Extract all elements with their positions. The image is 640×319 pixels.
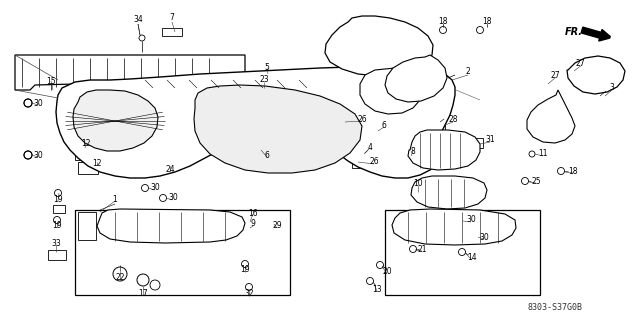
FancyArrow shape bbox=[581, 27, 610, 41]
Text: 19: 19 bbox=[53, 195, 63, 204]
Text: 26: 26 bbox=[369, 158, 379, 167]
Text: 1: 1 bbox=[113, 195, 117, 204]
Text: 9: 9 bbox=[251, 219, 255, 228]
Bar bbox=[385, 210, 540, 295]
Polygon shape bbox=[325, 16, 433, 76]
Polygon shape bbox=[411, 176, 487, 209]
Text: 17: 17 bbox=[138, 288, 148, 298]
Text: 30: 30 bbox=[479, 233, 489, 241]
Text: 30: 30 bbox=[33, 99, 43, 108]
Text: 19: 19 bbox=[52, 221, 62, 231]
Text: 12: 12 bbox=[92, 159, 102, 167]
Text: 5: 5 bbox=[264, 63, 269, 72]
Text: 14: 14 bbox=[467, 254, 477, 263]
Bar bbox=[53, 205, 65, 213]
Text: 2: 2 bbox=[466, 68, 470, 77]
Text: 4: 4 bbox=[367, 144, 372, 152]
Polygon shape bbox=[567, 56, 625, 94]
Polygon shape bbox=[385, 55, 447, 102]
Polygon shape bbox=[97, 209, 245, 243]
Text: 33: 33 bbox=[51, 239, 61, 248]
Bar bbox=[465, 138, 483, 148]
Bar bbox=[78, 212, 96, 240]
Text: 30: 30 bbox=[33, 151, 43, 160]
Polygon shape bbox=[392, 209, 516, 245]
Text: 23: 23 bbox=[259, 76, 269, 85]
Text: 32: 32 bbox=[244, 290, 254, 299]
Bar bbox=[258, 74, 276, 86]
Polygon shape bbox=[73, 90, 158, 151]
Text: 27: 27 bbox=[575, 58, 585, 68]
Text: 30: 30 bbox=[168, 194, 178, 203]
Bar bbox=[75, 210, 290, 295]
Text: 26: 26 bbox=[357, 115, 367, 123]
Text: 18: 18 bbox=[568, 167, 578, 175]
Text: 22: 22 bbox=[115, 273, 125, 283]
Text: 15: 15 bbox=[46, 77, 56, 85]
Polygon shape bbox=[408, 130, 480, 170]
Text: 10: 10 bbox=[413, 179, 423, 188]
Polygon shape bbox=[15, 55, 245, 90]
Polygon shape bbox=[56, 66, 455, 178]
Text: 6: 6 bbox=[381, 121, 387, 130]
Text: 25: 25 bbox=[531, 176, 541, 186]
Bar bbox=[162, 28, 182, 36]
Text: 24: 24 bbox=[165, 166, 175, 174]
Text: 18: 18 bbox=[438, 17, 448, 26]
Text: 31: 31 bbox=[485, 136, 495, 145]
Text: 28: 28 bbox=[448, 115, 458, 124]
Text: 13: 13 bbox=[372, 285, 382, 293]
Polygon shape bbox=[360, 68, 422, 114]
Text: 7: 7 bbox=[170, 13, 175, 23]
Text: 19: 19 bbox=[240, 265, 250, 275]
Text: 27: 27 bbox=[550, 70, 560, 79]
Bar bbox=[430, 122, 445, 132]
Text: 30: 30 bbox=[466, 216, 476, 225]
Bar bbox=[75, 148, 95, 160]
Text: 18: 18 bbox=[483, 17, 492, 26]
Text: 20: 20 bbox=[382, 266, 392, 276]
Text: FR.: FR. bbox=[565, 27, 583, 37]
Polygon shape bbox=[527, 90, 575, 143]
Text: 6: 6 bbox=[264, 151, 269, 160]
Text: 16: 16 bbox=[248, 209, 258, 218]
Text: 21: 21 bbox=[417, 244, 427, 254]
Polygon shape bbox=[194, 85, 362, 173]
Text: 3: 3 bbox=[609, 84, 614, 93]
Text: 12: 12 bbox=[81, 138, 91, 147]
Bar bbox=[78, 162, 98, 174]
Text: 30: 30 bbox=[150, 183, 160, 192]
Bar bbox=[340, 120, 355, 128]
Text: 8303-S37G0B: 8303-S37G0B bbox=[527, 303, 582, 313]
Bar bbox=[352, 160, 367, 168]
Text: 34: 34 bbox=[133, 14, 143, 24]
Text: 11: 11 bbox=[538, 150, 548, 159]
Text: 8: 8 bbox=[411, 146, 415, 155]
Bar bbox=[48, 250, 66, 260]
Text: 29: 29 bbox=[272, 221, 282, 231]
